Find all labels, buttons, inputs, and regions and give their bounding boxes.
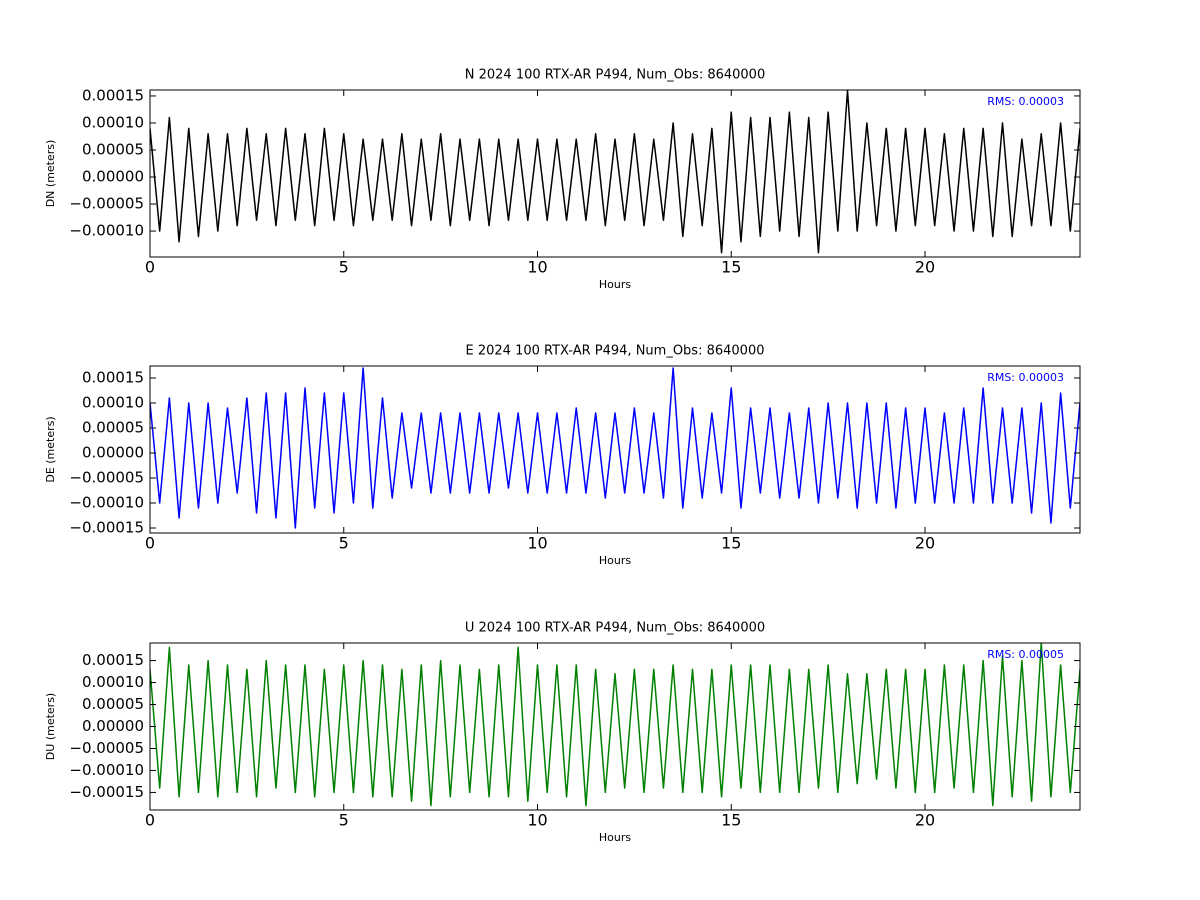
y-tick-label: −0.00010 — [69, 222, 144, 240]
y-tick-label: 0.00005 — [82, 419, 144, 437]
chart-title: N 2024 100 RTX-AR P494, Num_Obs: 8640000 — [465, 68, 765, 83]
y-axis-label: DN (meters) — [44, 140, 57, 208]
y-tick-label: 0.00010 — [82, 673, 144, 691]
y-tick-label: −0.00005 — [69, 469, 144, 487]
x-tick-label: 15 — [721, 258, 741, 277]
y-tick-label: 0.00000 — [82, 168, 144, 186]
x-tick-label: 10 — [527, 258, 547, 277]
x-axis-label: Hours — [599, 278, 631, 291]
chart-title: E 2024 100 RTX-AR P494, Num_Obs: 8640000 — [466, 344, 765, 359]
y-tick-label: −0.00010 — [69, 761, 144, 779]
y-axis-label: DE (meters) — [44, 416, 57, 482]
x-tick-label: 0 — [145, 258, 155, 277]
y-tick-label: −0.00015 — [69, 783, 144, 801]
x-tick-label: 5 — [339, 534, 349, 553]
axes-frame — [149, 642, 1081, 811]
y-tick-label: 0.00005 — [82, 695, 144, 713]
y-tick-label: 0.00005 — [82, 140, 144, 158]
y-tick-label: 0.00010 — [82, 113, 144, 131]
y-tick-label: 0.00000 — [82, 444, 144, 462]
data-line — [150, 643, 1080, 807]
rms-annotation: RMS: 0.00003 — [987, 371, 1064, 384]
y-tick-label: 0.00015 — [82, 86, 144, 104]
y-tick-label: −0.00010 — [69, 494, 144, 512]
y-tick-label: −0.00005 — [69, 195, 144, 213]
x-tick-label: 20 — [915, 811, 935, 830]
x-tick-label: 5 — [339, 258, 349, 277]
data-line — [150, 90, 1080, 254]
x-tick-label: 15 — [721, 811, 741, 830]
y-tick-label: 0.00010 — [82, 394, 144, 412]
x-tick-label: 10 — [527, 534, 547, 553]
x-tick-label: 0 — [145, 811, 155, 830]
data-line — [150, 367, 1080, 529]
x-tick-label: 5 — [339, 811, 349, 830]
y-axis-label: DU (meters) — [44, 693, 57, 760]
x-axis-label: Hours — [599, 554, 631, 567]
axes-frame — [149, 89, 1081, 258]
y-tick-label: 0.00015 — [82, 369, 144, 387]
x-tick-label: 10 — [527, 811, 547, 830]
x-tick-label: 20 — [915, 258, 935, 277]
chart-title: U 2024 100 RTX-AR P494, Num_Obs: 8640000 — [465, 621, 765, 636]
x-tick-label: 20 — [915, 534, 935, 553]
rms-annotation: RMS: 0.00005 — [987, 648, 1064, 661]
y-tick-label: 0.00015 — [82, 651, 144, 669]
x-axis-label: Hours — [599, 831, 631, 844]
x-tick-label: 0 — [145, 534, 155, 553]
y-tick-label: 0.00000 — [82, 717, 144, 735]
y-tick-label: −0.00015 — [69, 519, 144, 537]
axes-frame — [149, 365, 1081, 534]
rms-annotation: RMS: 0.00003 — [987, 95, 1064, 108]
x-tick-label: 15 — [721, 534, 741, 553]
y-tick-label: −0.00005 — [69, 739, 144, 757]
